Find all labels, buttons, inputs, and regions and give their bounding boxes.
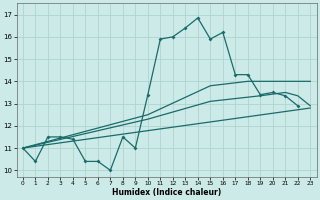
X-axis label: Humidex (Indice chaleur): Humidex (Indice chaleur) xyxy=(112,188,221,197)
